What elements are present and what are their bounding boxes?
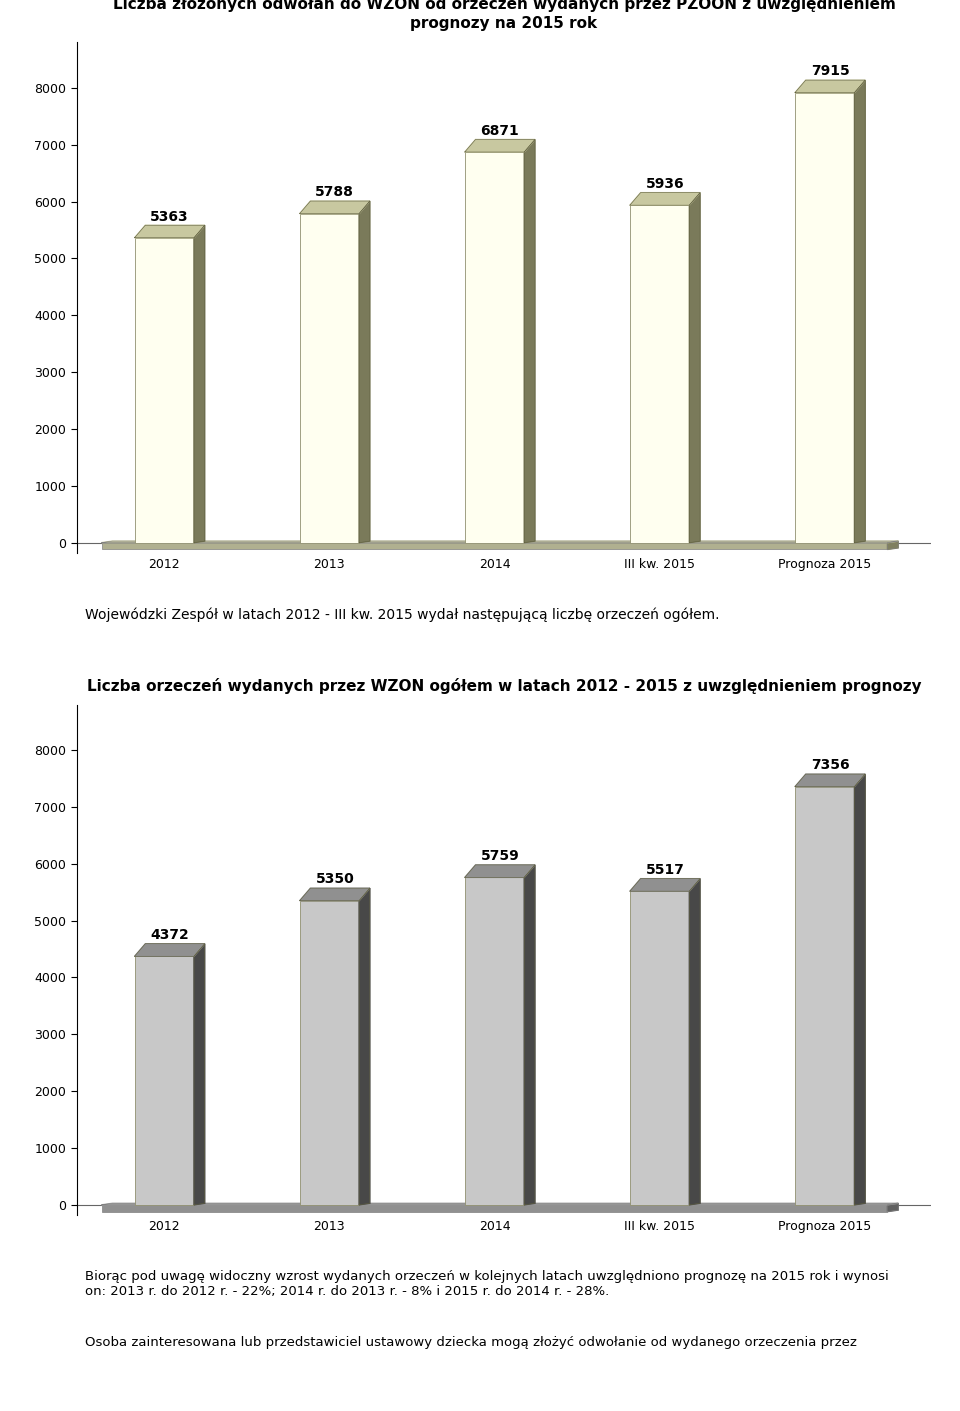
Text: 5363: 5363 xyxy=(151,209,189,223)
Polygon shape xyxy=(102,540,899,543)
Bar xyxy=(795,786,854,1205)
Text: 5936: 5936 xyxy=(646,176,684,190)
Polygon shape xyxy=(854,80,865,543)
Text: 5517: 5517 xyxy=(645,864,684,878)
Polygon shape xyxy=(689,879,700,1205)
Text: 5350: 5350 xyxy=(316,872,354,886)
Bar xyxy=(630,205,689,543)
Bar xyxy=(465,878,524,1205)
Text: Biorąc pod uwagę widoczny wzrost wydanych orzeczeń w kolejnych latach uwzględnio: Biorąc pod uwagę widoczny wzrost wydanyc… xyxy=(85,1270,889,1298)
Polygon shape xyxy=(524,865,535,1205)
Bar xyxy=(300,900,359,1205)
Polygon shape xyxy=(630,879,700,892)
Polygon shape xyxy=(194,944,204,1205)
Polygon shape xyxy=(465,865,535,878)
Polygon shape xyxy=(300,888,370,900)
Text: Osoba zainteresowana lub przedstawiciel ustawowy dziecka mogą złożyć odwołanie o: Osoba zainteresowana lub przedstawiciel … xyxy=(85,1336,857,1349)
Text: 5759: 5759 xyxy=(481,849,519,864)
Polygon shape xyxy=(630,193,700,205)
Bar xyxy=(630,892,689,1205)
Polygon shape xyxy=(795,775,865,786)
Title: Liczba złożonych odwołań do WZON od orzeczeń wydanych przez PZOON z uwzględnieni: Liczba złożonych odwołań do WZON od orze… xyxy=(112,0,896,31)
Text: 4372: 4372 xyxy=(151,928,189,943)
Bar xyxy=(134,957,194,1205)
Bar xyxy=(102,1205,887,1212)
Polygon shape xyxy=(854,775,865,1205)
Polygon shape xyxy=(300,200,370,213)
Polygon shape xyxy=(887,540,899,549)
Bar xyxy=(795,93,854,543)
Bar xyxy=(102,543,887,549)
Polygon shape xyxy=(359,888,370,1205)
Bar xyxy=(300,213,359,543)
Polygon shape xyxy=(359,200,370,543)
Text: 5788: 5788 xyxy=(315,185,354,199)
Polygon shape xyxy=(524,140,535,543)
Polygon shape xyxy=(194,226,204,543)
Polygon shape xyxy=(102,1204,899,1205)
Bar xyxy=(465,152,524,543)
Title: Liczba orzeczeń wydanych przez WZON ogółem w latach 2012 - 2015 z uwzględnieniem: Liczba orzeczeń wydanych przez WZON ogół… xyxy=(86,677,922,694)
Bar xyxy=(134,237,194,543)
Polygon shape xyxy=(134,944,204,957)
Polygon shape xyxy=(689,193,700,543)
Text: 6871: 6871 xyxy=(481,124,519,138)
Polygon shape xyxy=(887,1204,899,1212)
Text: 7915: 7915 xyxy=(810,65,850,79)
Polygon shape xyxy=(134,226,204,237)
Text: 7356: 7356 xyxy=(811,758,850,772)
Text: Wojewódzki Zespół w latach 2012 - III kw. 2015 wydał następującą liczbę orzeczeń: Wojewódzki Zespół w latach 2012 - III kw… xyxy=(85,607,720,622)
Polygon shape xyxy=(465,140,535,152)
Polygon shape xyxy=(795,80,865,93)
